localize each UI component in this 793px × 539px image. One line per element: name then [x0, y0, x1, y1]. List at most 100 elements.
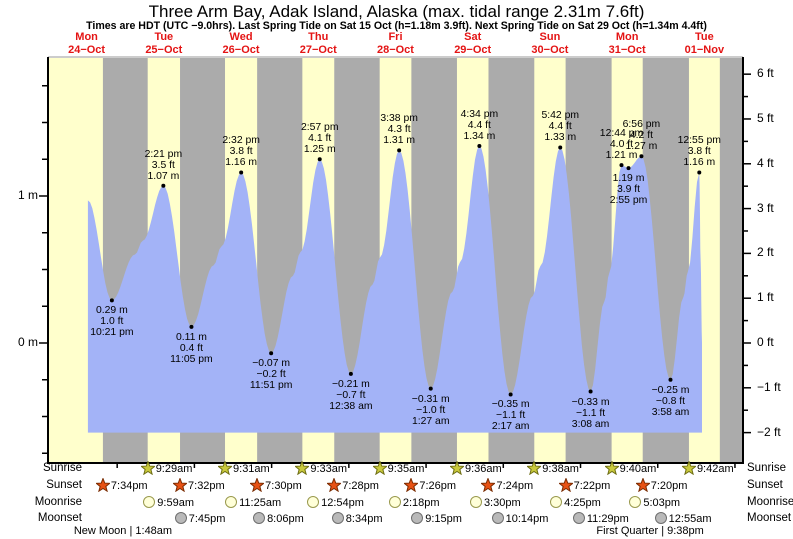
- sunset-event: 7:30pm: [249, 477, 302, 493]
- tide-marker-dot: [697, 170, 702, 175]
- y-axis-label-feet: 3 ft: [757, 200, 774, 215]
- tide-high-label: 12:44 pm 4.0 ft 1.21 m: [581, 128, 661, 161]
- moonrise-event: 3:30pm: [469, 495, 521, 510]
- day-header: Wed 26−Oct: [206, 31, 276, 56]
- tide-label-line: 4.1 ft: [308, 133, 332, 145]
- page-subtitle: Times are HDT (UTC −9.0hrs). Last Spring…: [86, 20, 707, 32]
- moonrise-event: 4:25pm: [549, 495, 601, 510]
- day-date: 24−Oct: [68, 43, 106, 56]
- tide-label-line: 3.8 ft: [687, 146, 711, 158]
- tide-label-line: −0.8 ft: [655, 395, 686, 407]
- moonset-time: 7:45pm: [188, 513, 226, 525]
- moonset-icon-shape: [174, 512, 187, 524]
- moonrise-icon-shape: [307, 496, 320, 508]
- sunset-time: 7:24pm: [496, 480, 534, 492]
- day-name: Thu: [308, 31, 329, 43]
- day-date: 26−Oct: [222, 43, 260, 56]
- sunrise-event: 9:33am: [294, 460, 347, 476]
- sunrise-icon-shape: [217, 460, 233, 476]
- tide-low-label: 0.11 m 0.4 ft 11:05 pm: [151, 332, 231, 365]
- tide-low-label: −0.25 m −0.8 ft 3:58 am: [630, 385, 710, 418]
- tide-label-line: 1.21 m: [605, 150, 638, 162]
- sunrise-icon-shape: [448, 460, 465, 476]
- day-date: 31−Oct: [608, 43, 646, 56]
- tide-low-label: 0.29 m 1.0 ft 10:21 pm: [72, 305, 152, 338]
- day-name: Mon: [75, 31, 98, 43]
- sunrise-event: 9:38am: [526, 460, 579, 476]
- tide-label-line: 1.27 m: [625, 141, 658, 153]
- sunrise-icon: [526, 460, 543, 476]
- sunset-time: 7:28pm: [342, 480, 379, 492]
- moonrise-icon-shape: [225, 496, 238, 508]
- tide-low-label: −0.21 m −0.7 ft 12:38 am: [311, 379, 391, 412]
- tide-high-label: 4:34 pm 4.4 ft 1.34 m: [439, 109, 519, 142]
- tide-low-label: −0.07 m −0.2 ft 11:51 pm: [231, 358, 311, 391]
- tide-high-label: 3:38 pm 4.3 ft 1.31 m: [359, 113, 439, 146]
- moonset-event: 8:06pm: [252, 511, 304, 526]
- row-label-sunset-right: Sunset: [747, 479, 783, 491]
- tide-marker-dot: [588, 389, 593, 394]
- moonrise-time: 11:25am: [239, 497, 282, 509]
- sunset-icon: [94, 477, 111, 493]
- moonrise-icon: [469, 496, 482, 508]
- day-header: Tue 25−Oct: [129, 31, 199, 56]
- tide-high-label: 2:21 pm 3.5 ft 1.07 m: [123, 149, 203, 182]
- sunrise-event: 9:29am: [139, 460, 193, 476]
- tide-label-line: 3:08 am: [571, 418, 610, 430]
- day-name: Sun: [539, 31, 561, 43]
- tide-marker-dot: [477, 144, 482, 149]
- moonset-icon-shape: [411, 512, 424, 524]
- tide-high-label: 6:56 pm 4.2 ft 1.27 m: [601, 119, 681, 152]
- tide-high-label: 2:32 pm 3.8 ft 1.16 m: [201, 135, 281, 168]
- day-header: Mon 24−Oct: [52, 31, 122, 56]
- sunrise-icon-shape: [139, 460, 156, 476]
- tide-marker-dot: [508, 392, 513, 397]
- sunset-icon: [557, 477, 574, 493]
- tide-label-line: −1.1 ft: [575, 407, 606, 419]
- day-name: Sat: [464, 31, 482, 43]
- tide-label-line: 1.07 m: [147, 170, 180, 182]
- tide-marker-dot: [189, 324, 194, 329]
- moonset-time: 12:55am: [668, 513, 712, 525]
- sunrise-icon: [371, 460, 388, 476]
- moonset-time: 10:14pm: [505, 513, 549, 525]
- night-stripe: [719, 58, 743, 463]
- moonset-icon-shape: [572, 512, 585, 524]
- sunset-event: 7:22pm: [557, 477, 610, 493]
- moonset-icon: [411, 512, 424, 524]
- moonset-event: 8:34pm: [331, 511, 383, 526]
- moonset-event: 7:45pm: [174, 511, 226, 526]
- tide-marker-dot: [317, 157, 322, 162]
- row-label-sunrise-right: Sunrise: [747, 462, 786, 474]
- sunset-icon-shape: [634, 477, 651, 493]
- tide-label-line: −1.0 ft: [416, 404, 446, 416]
- row-label-sunrise-left: Sunrise: [43, 462, 82, 474]
- moon-phase-label: New Moon | 1:48am: [73, 525, 173, 537]
- tide-marker-dot: [619, 163, 624, 168]
- tide-label-line: 3.8 ft: [229, 146, 253, 158]
- day-name: Tue: [694, 31, 714, 43]
- tide-label-line: 1.16 m: [683, 157, 716, 169]
- tide-label-line: −0.07 m: [252, 358, 291, 370]
- moonrise-icon: [550, 496, 563, 508]
- moon-phase-label: First Quarter | 9:38pm: [596, 525, 704, 537]
- tide-label-line: 1:27 am: [411, 415, 450, 427]
- tide-marker-dot: [397, 148, 402, 153]
- tide-label-line: 4:34 pm: [460, 109, 499, 121]
- tide-high-label: 2:57 pm 4.1 ft 1.25 m: [280, 122, 360, 155]
- sunrise-time: 9:29am: [155, 463, 193, 475]
- sunrise-time: 9:31am: [233, 463, 270, 475]
- tide-marker-dot: [639, 154, 644, 159]
- tide-label-line: 1.0 ft: [100, 316, 124, 328]
- tide-marker-dot: [558, 145, 563, 150]
- moonset-icon-shape: [253, 512, 266, 524]
- tide-marker-dot: [109, 298, 114, 303]
- sunset-event: 7:34pm: [94, 477, 148, 493]
- moonset-icon: [331, 512, 344, 524]
- day-header: Sun 30−Oct: [515, 31, 585, 56]
- sunrise-icon-shape: [526, 460, 543, 476]
- tide-label-line: 6:56 pm: [622, 119, 661, 131]
- y-axis-label-feet: 4 ft: [757, 155, 774, 170]
- moonset-icon-shape: [491, 512, 504, 524]
